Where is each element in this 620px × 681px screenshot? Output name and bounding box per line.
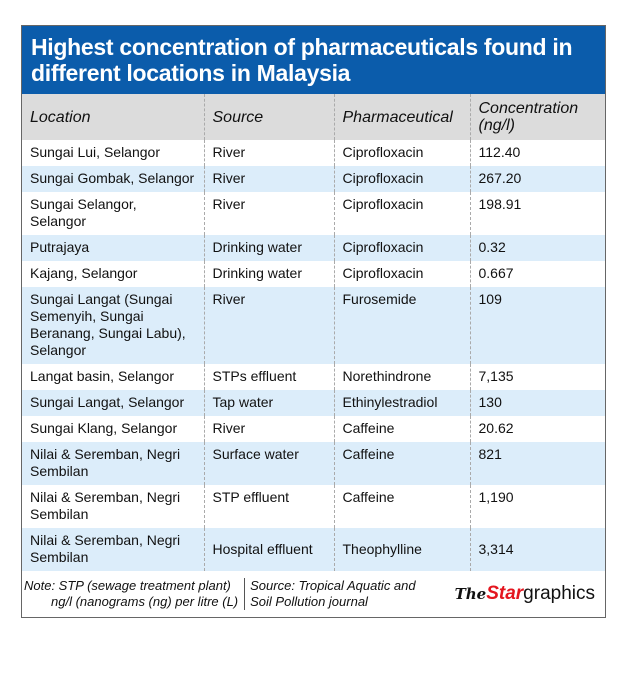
header-concentration: Concentration (ng/l) (469, 94, 605, 140)
cell-location: Putrajaya (22, 235, 204, 261)
header-location: Location (22, 94, 204, 140)
cell-source: STP effluent (203, 485, 334, 528)
footer: Note: STP (sewage treatment plant) ng/l … (22, 571, 605, 617)
cell-concentration: 0.667 (469, 261, 605, 287)
cell-source: River (203, 166, 334, 192)
cell-pharmaceutical: Caffeine (333, 416, 470, 442)
cell-location: Kajang, Selangor (30, 265, 138, 281)
cell-concentration: 112.40 (469, 140, 605, 166)
cell-pharmaceutical: Norethindrone (333, 364, 470, 390)
table-row: Nilai & Seremban, Negri Sembilan Surface … (22, 442, 605, 485)
cell-concentration: 1,190 (469, 485, 605, 528)
table-row: Sungai Gombak, Selangor River Ciprofloxaci… (22, 166, 605, 192)
cell-source: River (203, 140, 334, 166)
cell-source: Surface water (203, 442, 334, 485)
cell-pharmaceutical: Ciprofloxacin (333, 166, 470, 192)
cell-source: River (203, 192, 334, 235)
cell-concentration: 821 (469, 442, 605, 485)
star-graphics-logo: TheStargraphics (454, 583, 595, 604)
cell-pharmaceutical: Ethinylestradiol (333, 390, 470, 416)
cell-pharmaceutical: Furosemide (333, 287, 470, 364)
cell-location: Nilai & Seremban, Negri Sembilan (30, 489, 181, 522)
cell-location: Sungai Langat, Selangor (22, 390, 204, 416)
cell-concentration: 0.32 (469, 235, 605, 261)
cell-pharmaceutical: Caffeine (333, 485, 470, 528)
cell-pharmaceutical: Theophylline (333, 528, 470, 571)
cell-source: Hospital effluent (203, 528, 334, 571)
table-row: Sungai Selangor, Selangor River Ciprofloxa… (22, 192, 605, 235)
cell-location: Sungai Lui, Selangor (30, 144, 160, 160)
logo-graphics: graphics (523, 583, 595, 604)
table-row: Langat basin, Selangor STPs effluent Noret… (22, 364, 605, 390)
source-line: Source: Tropical Aquatic and (250, 578, 416, 593)
table-row: Sungai Klang, Selangor River Caffeine 20.62 (22, 416, 605, 442)
table-row: Nilai & Seremban, Negri Sembilan Hospital… (22, 528, 605, 571)
cell-location: Sungai Gombak, Selangor (22, 166, 204, 192)
table-row: Sungai Langat (Sungai Semenyih, Sungai B… (22, 287, 605, 364)
header-source: Source (203, 94, 334, 140)
cell-location: Nilai & Seremban, Negri Sembilan (22, 528, 204, 571)
cell-concentration: 267.20 (469, 166, 605, 192)
cell-pharmaceutical: Ciprofloxacin (333, 140, 470, 166)
cell-location: Sungai Selangor, Selangor (30, 196, 137, 229)
cell-concentration: 109 (469, 287, 605, 364)
cell-location: Sungai Klang, Selangor (30, 420, 178, 436)
cell-concentration: 198.91 (469, 192, 605, 235)
cell-source: Drinking water (203, 235, 334, 261)
table-row: Nilai & Seremban, Negri Sembilan STP effl… (22, 485, 605, 528)
infographic: Highest concentration of pharmaceuticals… (21, 25, 606, 618)
logo-star: Star (486, 583, 524, 604)
title: Highest concentration of pharmaceuticals… (22, 26, 605, 94)
cell-concentration: 20.62 (469, 416, 605, 442)
cell-concentration: 130 (469, 390, 605, 416)
source-line: Soil Pollution journal (250, 594, 368, 609)
cell-pharmaceutical: Caffeine (333, 442, 470, 485)
table-row: Sungai Langat, Selangor Tap water Ethinyle… (22, 390, 605, 416)
cell-source: River (203, 287, 334, 364)
cell-source: STPs effluent (203, 364, 334, 390)
cell-concentration: 7,135 (469, 364, 605, 390)
cell-concentration: 3,314 (469, 528, 605, 571)
header-row: Location Source Pharmaceutical Concentra… (22, 94, 605, 140)
note: Note: STP (sewage treatment plant) ng/l … (24, 578, 238, 610)
cell-pharmaceutical: Ciprofloxacin (333, 261, 470, 287)
cell-pharmaceutical: Ciprofloxacin (333, 192, 470, 235)
cell-source: Tap water (203, 390, 334, 416)
cell-location: Nilai & Seremban, Negri Sembilan (22, 442, 204, 485)
data-table: Location Source Pharmaceutical Concentra… (22, 94, 605, 571)
cell-pharmaceutical: Ciprofloxacin (333, 235, 470, 261)
table-row: Sungai Lui, Selangor River Ciprofloxacin 11… (22, 140, 605, 166)
cell-location: Sungai Langat (Sungai Semenyih, Sungai B… (22, 287, 204, 364)
source: Source: Tropical Aquatic and Soil Pollut… (244, 578, 416, 610)
note-line: Note: STP (sewage treatment plant) (24, 578, 231, 593)
table-row: Putrajaya Drinking water Ciprofloxacin 0.32 (22, 235, 605, 261)
note-line: ng/l (nanograms (ng) per litre (L) (51, 594, 239, 609)
cell-source: River (203, 416, 334, 442)
logo-the: The (454, 585, 487, 603)
table-row: Kajang, Selangor Drinking water Ciprofloxa… (22, 261, 605, 287)
cell-source: Drinking water (203, 261, 334, 287)
cell-location: Langat basin, Selangor (30, 368, 174, 384)
header-pharmaceutical: Pharmaceutical (333, 94, 470, 140)
